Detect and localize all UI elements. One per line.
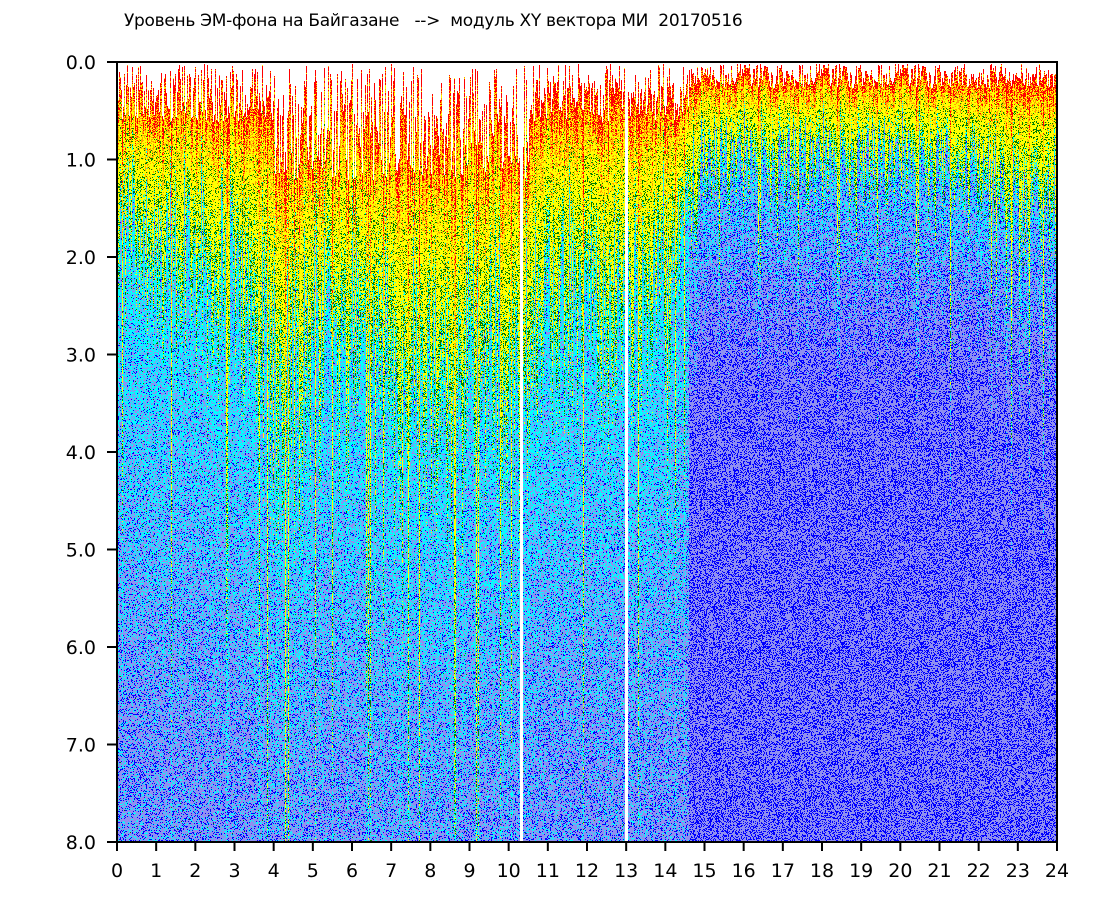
x-tick-label: 0 [111,860,123,882]
x-tick-label: 3 [228,860,240,882]
x-tick-label: 17 [771,860,795,882]
x-tick-label: 2 [189,860,201,882]
x-tick-label: 5 [307,860,319,882]
heatmap-cells [118,63,1056,842]
x-tick-label: 24 [1045,860,1069,882]
chart-title: Уровень ЭМ-фона на Байгазане --> модуль … [124,11,743,31]
x-tick-label: 9 [463,860,475,882]
y-tick-label: 2.0 [66,247,96,269]
y-tick-label: 3.0 [66,345,96,367]
x-tick-label: 7 [385,860,397,882]
x-tick-label: 10 [497,860,521,882]
x-tick-label: 15 [692,860,716,882]
x-tick-label: 23 [1006,860,1030,882]
y-tick-label: 7.0 [66,735,96,757]
x-tick-label: 6 [346,860,358,882]
x-tick-label: 1 [150,860,162,882]
x-tick-label: 20 [888,860,912,882]
x-tick-label: 4 [268,860,280,882]
x-tick-label: 11 [536,860,560,882]
x-tick-label: 12 [575,860,599,882]
x-tick-label: 22 [967,860,991,882]
y-tick-label: 5.0 [66,540,96,562]
y-tick-label: 0.0 [66,52,96,74]
plot-frame [116,61,1058,843]
x-tick-label: 18 [810,860,834,882]
x-tick-label: 21 [927,860,951,882]
x-tick-label: 16 [732,860,756,882]
y-tick-label: 6.0 [66,637,96,659]
x-tick-label: 14 [653,860,677,882]
x-tick-label: 8 [424,860,436,882]
x-tick-label: 13 [614,860,638,882]
x-tick-label: 19 [849,860,873,882]
y-tick-label: 8.0 [66,832,96,854]
y-tick-label: 4.0 [66,442,96,464]
y-tick-label: 1.0 [66,150,96,172]
